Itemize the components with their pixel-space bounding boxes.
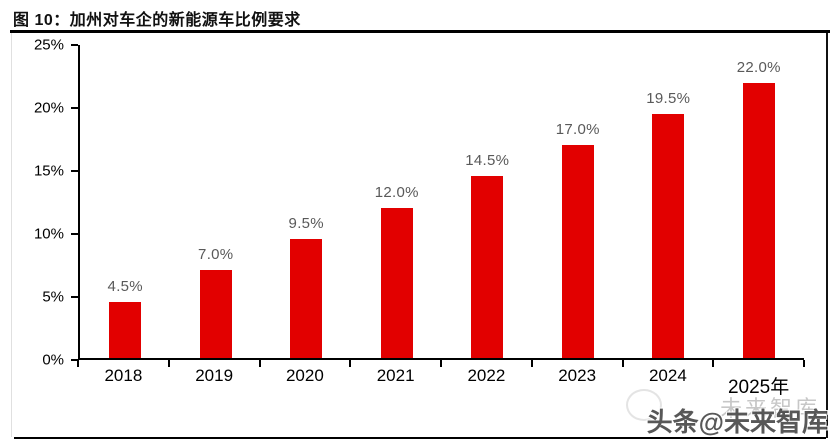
watermark-ghost-text: 未来智库 [719, 396, 820, 421]
bar: 22.0% [737, 59, 780, 358]
x-axis-labels: 2018 2019 2020 2021 2022 2023 2024 2025年 [78, 366, 804, 399]
right-border [826, 33, 828, 438]
left-border [11, 33, 12, 437]
plot-area: 4.5% 7.0% 9.5% 12.0% 14.5% 17.0% 19.5% 22.0% [78, 45, 804, 360]
y-axis-tick [71, 107, 78, 109]
watermark: 未来智库 头条@未来智库 [592, 389, 830, 439]
bar-value-label: 22.0% [736, 58, 781, 76]
bar: 4.5% [108, 278, 143, 358]
y-axis-label: 20% [33, 99, 64, 117]
x-axis-label: 2024 [648, 366, 687, 385]
bar: 19.5% [646, 90, 690, 358]
figure-title: 图 10：加州对车企的新能源车比例要求 [13, 12, 301, 29]
x-axis-tick [349, 360, 352, 367]
bar-value-label: 19.5% [646, 89, 691, 107]
title-underline [10, 30, 830, 33]
y-axis-label: 0% [42, 351, 64, 369]
x-axis-tick [803, 360, 805, 367]
bar-slot: 14.5% [442, 45, 533, 358]
y-axis-label: 10% [33, 225, 64, 243]
x-axis-tick [258, 360, 261, 367]
bar-slot: 22.0% [714, 45, 805, 358]
x-axis-label: 2020 [285, 366, 324, 385]
x-axis-tick [621, 360, 624, 367]
x-axis-tick [712, 360, 715, 367]
bar: 17.0% [556, 121, 599, 358]
x-axis-label: 2023 [558, 366, 597, 385]
x-axis-label: 2022 [467, 366, 506, 385]
bar: 7.0% [198, 246, 233, 358]
bar-slot: 17.0% [533, 45, 624, 358]
bar: 9.5% [289, 215, 324, 358]
y-axis-tick [71, 170, 78, 172]
watermark-logo-icon [626, 389, 662, 421]
bars: 4.5% 7.0% 9.5% 12.0% 14.5% 17.0% 19.5% 22.0% [80, 45, 804, 358]
x-axis-tick [440, 360, 442, 367]
watermark-text: 头条@未来智库 [646, 407, 828, 437]
x-axis-label: 2025年 [727, 377, 790, 398]
bar-value-label: 7.0% [198, 246, 234, 264]
x-axis-label: 2021 [376, 366, 415, 385]
y-axis-label: 5% [42, 288, 64, 306]
y-axis-tick [71, 233, 78, 235]
bar-value-label: 4.5% [107, 277, 143, 295]
bar-value-label: 12.0% [374, 183, 419, 201]
x-axis-tick [530, 360, 533, 367]
bar-slot: 4.5% [80, 45, 171, 358]
bar: 12.0% [375, 184, 418, 358]
x-axis-tick [77, 360, 79, 367]
y-axis-tick [71, 296, 78, 298]
y-axis-tick [71, 44, 78, 46]
bar-value-label: 9.5% [288, 215, 324, 233]
x-axis-ticks [77, 360, 805, 367]
y-axis-label: 25% [33, 36, 64, 54]
y-axis-label: 15% [33, 162, 64, 180]
bar-value-label: 14.5% [465, 152, 510, 170]
bar-slot: 12.0% [352, 45, 443, 358]
x-axis-label: 2018 [104, 366, 143, 385]
x-axis-tick [167, 360, 170, 367]
bar-slot: 19.5% [623, 45, 714, 358]
bar: 14.5% [465, 152, 509, 358]
x-axis-label: 2019 [195, 366, 234, 385]
bottom-border [14, 437, 826, 439]
bar-slot: 9.5% [261, 45, 352, 358]
bar-slot: 7.0% [171, 45, 262, 358]
y-axis: 0% 5% 10% 15% 20% 25% [0, 37, 78, 369]
bar-value-label: 17.0% [555, 121, 600, 139]
y-axis-tick [71, 359, 78, 361]
